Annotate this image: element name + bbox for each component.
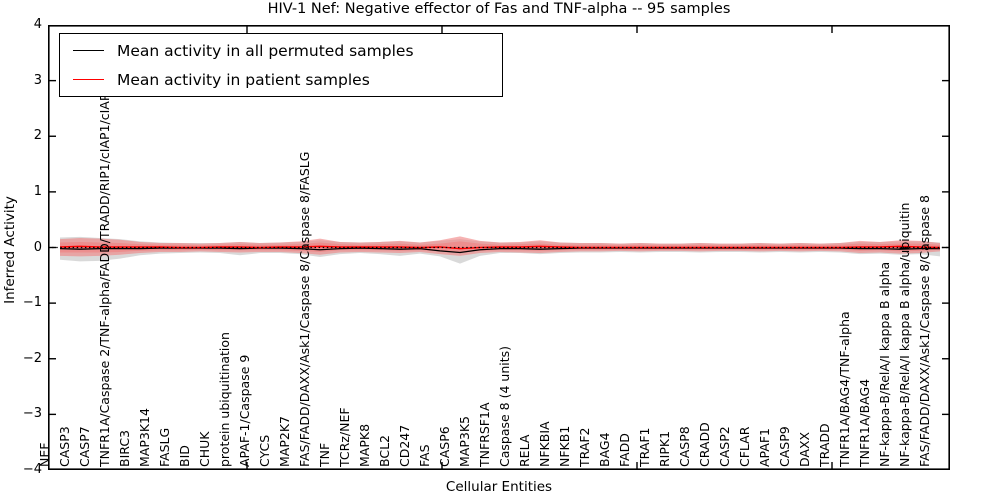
- legend-entry: Mean activity in patient samples: [60, 65, 502, 94]
- x-tick-label: FAS/FADD/DAXX/Ask1/Caspase 8/Caspase 8/F…: [297, 151, 312, 467]
- x-tick-label: FAS/FADD/DAXX/Ask1/Caspase 8/Caspase 8: [917, 194, 932, 467]
- y-tick-label: −3: [22, 406, 42, 422]
- x-tick-label: FASLG: [157, 427, 172, 467]
- x-tick-label: Caspase 8 (4 units): [497, 345, 512, 467]
- legend-line-swatch: [73, 50, 104, 51]
- chart-title: HIV-1 Nef: Negative effector of Fas and …: [267, 1, 731, 17]
- y-tick-label: 4: [33, 17, 42, 32]
- legend-line-swatch: [73, 79, 104, 80]
- x-tick-label: MAP3K14: [137, 408, 152, 467]
- x-tick-label: TNFR1A/Caspase 2/TNF-alpha/FADD/TRADD/RI…: [97, 41, 112, 467]
- y-tick-label: −1: [22, 295, 42, 311]
- y-tick-label: −2: [22, 350, 42, 366]
- x-tick-label: CD247: [397, 424, 412, 467]
- x-tick-label: CASP9: [777, 426, 792, 467]
- x-tick-label: NFKBIA: [537, 421, 552, 467]
- x-tick-label: BAG4: [597, 432, 612, 467]
- x-tick-label: MAP2K7: [277, 416, 292, 467]
- x-tick-label: BCL2: [377, 434, 392, 467]
- x-tick-label: BIRC3: [117, 429, 132, 467]
- y-tick-label: 3: [33, 72, 42, 88]
- x-tick-label: TRAF2: [577, 427, 592, 467]
- x-tick-label: APAF-1/Caspase 9: [237, 354, 252, 467]
- legend-entry: Mean activity in all permuted samples: [60, 36, 502, 65]
- x-tick-label: TRAF1: [637, 427, 652, 467]
- x-tick-label: TNF: [317, 442, 332, 467]
- x-tick-label: protein ubiquitination: [217, 332, 232, 467]
- x-tick-label: FAS: [417, 444, 432, 467]
- x-tick-label: RIPK1: [657, 430, 672, 467]
- x-tick-label: RELA: [517, 434, 532, 467]
- x-tick-label: BID: [177, 445, 192, 467]
- x-tick-label: MAPK8: [357, 423, 372, 467]
- plot-area: [48, 25, 950, 470]
- y-tick-label: 1: [33, 183, 42, 199]
- y-tick-label: 0: [33, 239, 42, 255]
- legend-label: Mean activity in patient samples: [117, 70, 370, 89]
- x-tick-label: CASP3: [57, 426, 72, 467]
- x-tick-label: CASP6: [437, 426, 452, 467]
- x-tick-label: NEF: [37, 442, 52, 467]
- x-tick-label: TCRz/NEF: [337, 407, 352, 467]
- x-tick-label: NFKB1: [557, 425, 572, 467]
- x-tick-label: DAXX: [797, 431, 812, 467]
- x-tick-label: NF-kappa-B/RelA/I kappa B alpha/ubiquiti…: [897, 202, 912, 467]
- x-tick-label: CASP2: [717, 426, 732, 467]
- x-tick-label: MAP3K5: [457, 416, 472, 467]
- x-tick-label: CHUK: [197, 431, 212, 467]
- x-tick-label: TNFR1A/BAG4/TNF-alpha: [837, 311, 852, 467]
- x-tick-label: CRADD: [697, 422, 712, 467]
- x-tick-label: CFLAR: [737, 426, 752, 467]
- axes-frame: [48, 25, 950, 470]
- x-tick-label: CASP8: [677, 426, 692, 467]
- x-tick-label: CYCS: [257, 434, 272, 467]
- x-tick-label: FADD: [617, 433, 632, 467]
- x-tick-label: TRADD: [817, 423, 832, 467]
- x-tick-label: APAF1: [757, 428, 772, 467]
- x-tick-label: CASP7: [77, 426, 92, 467]
- x-axis-label: Cellular Entities: [445, 479, 553, 495]
- legend: Mean activity in all permuted samples Mea…: [59, 33, 503, 97]
- x-tick-label: TNFR1A/BAG4: [857, 378, 872, 467]
- y-tick-label: 2: [33, 128, 42, 144]
- x-tick-label: NF-kappa-B/RelA/I kappa B alpha: [877, 261, 892, 467]
- legend-label: Mean activity in all permuted samples: [117, 41, 414, 60]
- y-tick-label: −4: [22, 462, 42, 477]
- x-tick-label: TNFRSF1A: [477, 402, 492, 468]
